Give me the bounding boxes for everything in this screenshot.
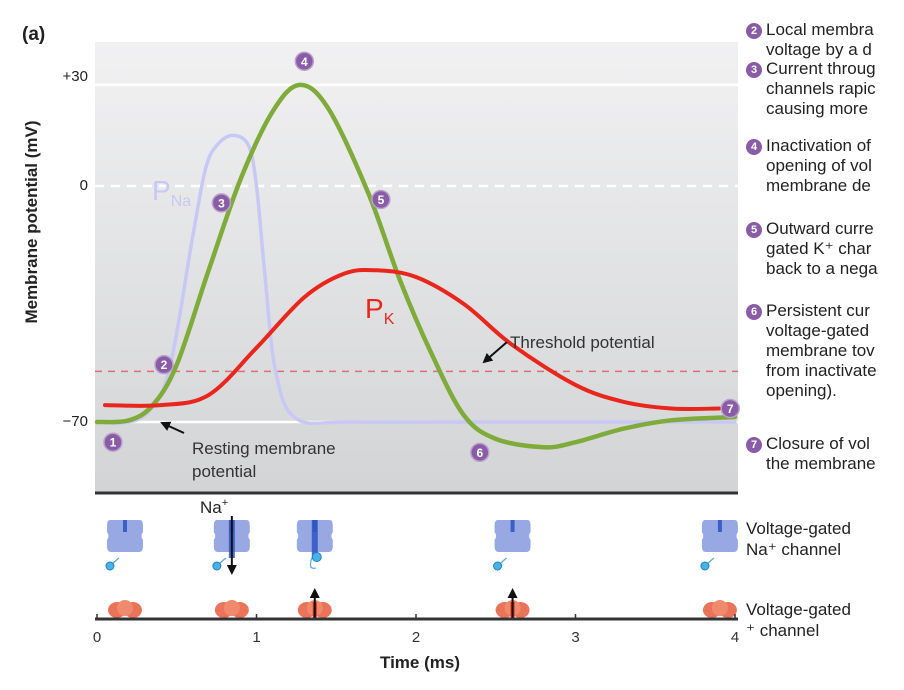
step-marker-6 (470, 442, 490, 463)
na-channel-gate (717, 520, 722, 532)
step-marker-label: 4 (301, 55, 308, 69)
step-text: opening). (766, 381, 837, 400)
x-tick-label: 4 (731, 629, 739, 646)
step-marker-label: 3 (218, 196, 225, 210)
threshold-label: Threshold potential (510, 333, 655, 352)
step-marker: 5 (746, 222, 762, 238)
step-text: opening of vol (766, 156, 872, 175)
x-tick-label: 0 (93, 629, 101, 646)
threshold-arrow (482, 341, 508, 364)
step-text: the membrane (766, 454, 876, 473)
step-marker-7 (720, 398, 740, 419)
k-channel-label: Voltage-gated ⁺ channel (746, 599, 851, 641)
y-tick-label: +30 (62, 68, 88, 85)
step-4-description: 4 Inactivation of opening of vol membrane d… (746, 136, 872, 196)
p-na-line (111, 133, 737, 426)
step-text: Inactivation of (766, 136, 871, 155)
step-text: channels rapic (766, 79, 876, 98)
step-marker-3 (211, 193, 232, 213)
inactivation-tether (309, 557, 316, 569)
step-text: Closure of vol (766, 434, 870, 453)
step-text: gated K⁺ char (766, 239, 872, 258)
na-channel-body (494, 520, 531, 552)
na-channel-body (106, 520, 143, 552)
step-text: Persistent cur (766, 301, 870, 320)
step-text: Outward curre (766, 219, 874, 238)
step-text: voltage-gated (766, 321, 870, 340)
inactivation-ball (212, 561, 222, 571)
inactivation-ball (700, 561, 710, 571)
step-text: membrane tov (766, 341, 875, 360)
na-channel-label-line2: Na⁺ channel (746, 540, 841, 559)
step-marker-label: 2 (161, 358, 168, 372)
step-marker: 6 (746, 304, 762, 320)
step-marker-label: 7 (727, 402, 734, 416)
step-text: voltage by a d (766, 40, 872, 59)
x-tick-label: 1 (252, 629, 260, 646)
step-text: membrane de (766, 176, 871, 195)
inactivation-ball (311, 552, 322, 562)
k-channel-icon-closed (107, 600, 142, 618)
step-3-description: 3 Current throug channels rapic causing mor… (746, 59, 876, 119)
na-channel-gate (122, 520, 127, 532)
x-tick-label: 3 (571, 629, 579, 646)
plot-background (95, 42, 738, 492)
step-text: causing more (766, 99, 869, 118)
k-channel-label-line1: Voltage-gated (746, 600, 851, 619)
na-channel-icon-closed (105, 520, 143, 571)
na-channel-icon-closed (700, 520, 738, 571)
na-ion-label: Na+ (200, 497, 228, 517)
na-channel-label: Voltage-gated Na⁺ channel (746, 518, 851, 560)
na-channel-icon-inactivated (296, 520, 333, 569)
panel-label: (a) (22, 24, 46, 45)
y-tick-label: 0 (79, 177, 88, 194)
p-k-label: PK (365, 293, 395, 328)
step-marker: 4 (746, 139, 762, 155)
step-text: Local membra (766, 20, 874, 39)
k-channel-subunit (223, 600, 240, 616)
na-channel-label-line1: Voltage-gated (746, 519, 851, 538)
k-channel-subunit (711, 600, 728, 616)
step-text: Current throug (766, 59, 876, 78)
p-k-line (102, 267, 722, 412)
step-marker-2 (154, 354, 174, 375)
step-6-description: 6 Persistent cur voltage-gated membrane tov… (746, 301, 877, 401)
k-channel-icon-closed (702, 600, 737, 618)
y-tick-label: −70 (62, 413, 88, 430)
step-marker-label: 6 (476, 446, 483, 460)
k-channel-icon-closed (214, 600, 249, 618)
step-marker-1 (103, 432, 123, 452)
inactivation-ball (105, 561, 115, 571)
na-channel-icon-closed (493, 520, 531, 571)
resting-arrow (160, 421, 185, 434)
step-5-description: 5 Outward curre gated K⁺ char back to a neg… (746, 219, 878, 279)
step-marker-label: 1 (110, 436, 117, 450)
x-tick-label: 2 (412, 629, 420, 646)
membrane-potential-line (94, 82, 738, 450)
step-marker: 2 (746, 23, 762, 39)
step-2-description: 2 Local membra voltage by a d (746, 20, 874, 60)
p-na-label: PNa (152, 175, 191, 210)
inactivation-ball (493, 561, 503, 571)
x-axis-label: Time (ms) (380, 653, 460, 672)
resting-label-line1: Resting membrane (192, 439, 336, 458)
step-marker-label: 5 (378, 193, 385, 207)
step-marker: 3 (746, 62, 762, 78)
step-marker-4 (294, 51, 315, 72)
k-channel-label-line2: ⁺ channel (746, 621, 820, 640)
na-channel-body (701, 520, 738, 552)
k-channel-subunit (116, 600, 133, 616)
step-text: back to a nega (766, 259, 878, 278)
step-marker-5 (371, 189, 391, 210)
step-7-description: 7 Closure of vol the membrane (746, 434, 876, 474)
step-marker: 7 (746, 437, 762, 453)
resting-label-line2: potential (192, 462, 256, 481)
na-channel-gate (510, 520, 515, 532)
na-channel-pore (311, 520, 318, 558)
step-text: from inactivate (766, 361, 877, 380)
